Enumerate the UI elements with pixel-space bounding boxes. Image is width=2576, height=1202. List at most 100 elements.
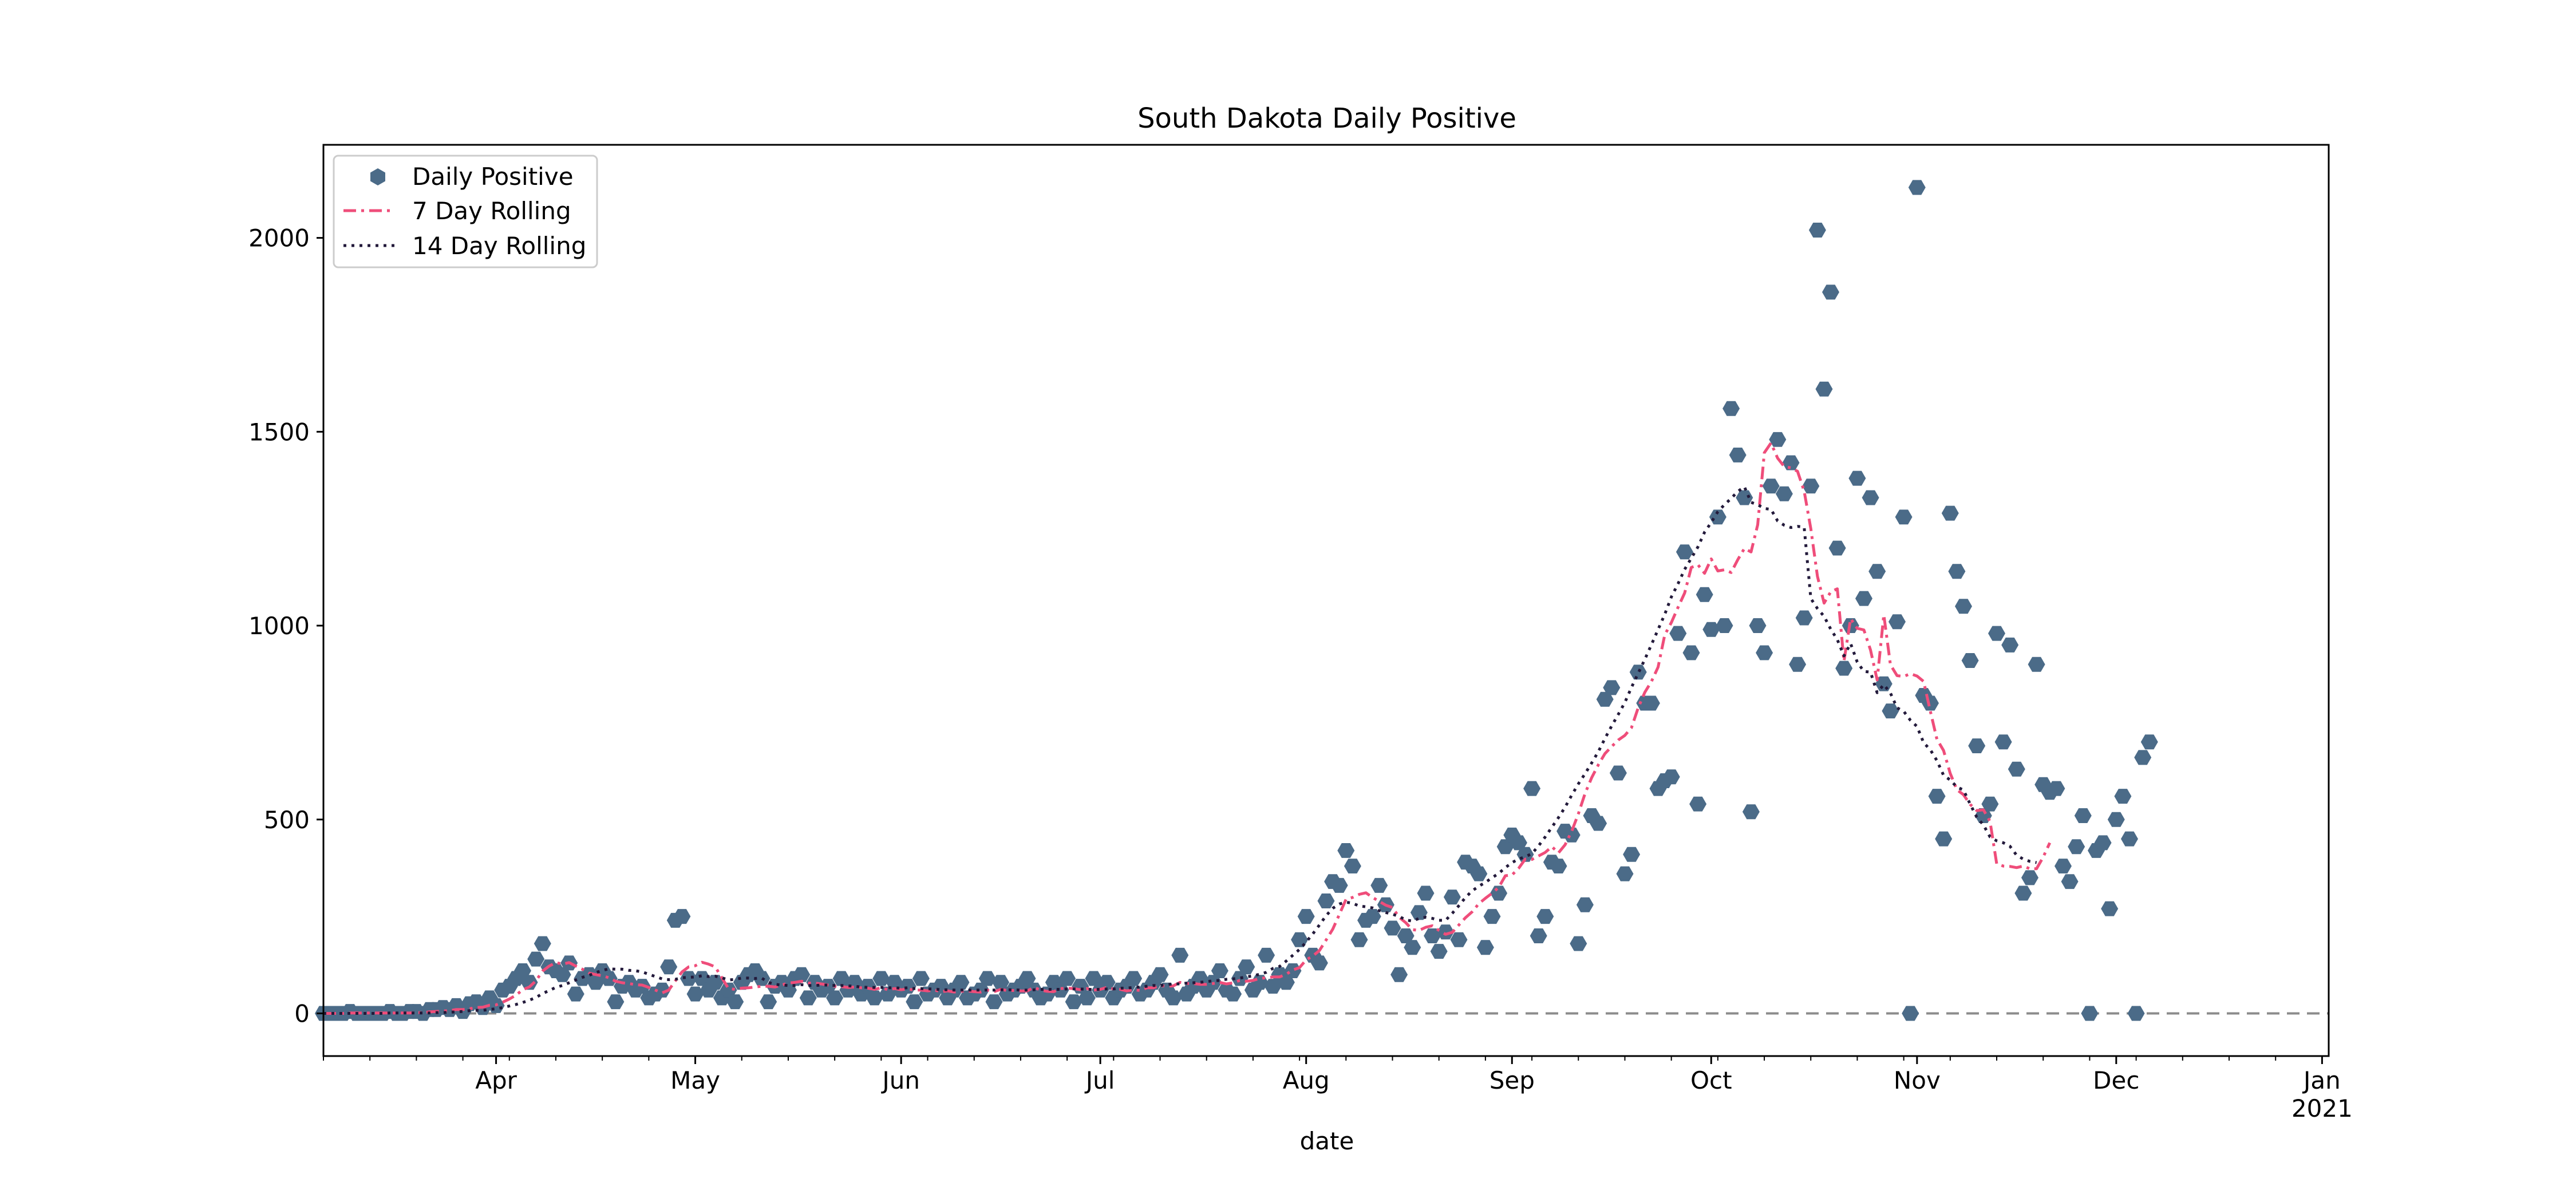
data-point-daily-positive [1590, 816, 1607, 831]
data-point-daily-positive [1676, 544, 1693, 560]
plot-area: 0 500 1000 1500 2000 Apr May Jun Jul Aug Sep Oct Nov… [248, 144, 2353, 1122]
data-point-daily-positive [1297, 909, 1315, 924]
data-point-daily-positive [1404, 940, 1421, 955]
y-tick-label: 500 [264, 806, 310, 834]
chart-title: South Dakota Daily Positive [1137, 102, 1516, 135]
data-point-daily-positive [1875, 676, 1893, 691]
data-point-daily-positive [686, 986, 704, 1002]
legend-marker-daily-positive [370, 168, 385, 185]
y-tick-label: 1000 [248, 612, 310, 640]
data-point-daily-positive [1895, 509, 1913, 525]
data-point-daily-positive [1702, 622, 1720, 637]
data-point-daily-positive [866, 990, 883, 1006]
data-point-daily-positive [1596, 691, 1614, 707]
x-tick-label: Nov [1894, 1066, 1941, 1094]
data-point-daily-positive [1616, 866, 1634, 881]
y-tick-label: 2000 [248, 224, 310, 252]
data-point-daily-positive [832, 971, 850, 986]
data-point-daily-positive [1317, 893, 1335, 908]
data-point-daily-positive [1550, 859, 1567, 873]
data-point-daily-positive [1749, 618, 1767, 633]
data-point-daily-positive [600, 971, 618, 986]
data-point-daily-positive [1476, 940, 1494, 955]
data-point-daily-positive [2068, 839, 2085, 855]
data-point-daily-positive [1098, 975, 1116, 990]
data-point-daily-positive [1384, 920, 1401, 936]
data-point-daily-positive [1696, 587, 1713, 602]
data-point-daily-positive [1258, 947, 1275, 963]
data-point-daily-positive [1828, 540, 1846, 556]
data-point-daily-positive [1344, 859, 1361, 873]
data-point-daily-positive [567, 986, 584, 1002]
data-point-daily-positive [1815, 381, 1833, 397]
data-point-daily-positive [2140, 734, 2158, 750]
data-point-daily-positive [1443, 889, 1461, 905]
data-point-daily-positive [2061, 874, 2079, 889]
data-point-daily-positive [1231, 971, 1249, 986]
data-point-daily-positive [1868, 564, 1886, 579]
data-point-daily-positive [1848, 470, 1866, 486]
data-point-daily-positive [1052, 982, 1069, 998]
data-point-daily-positive [906, 994, 923, 1010]
data-point-daily-positive [1277, 975, 1295, 990]
data-point-daily-positive [2014, 885, 2032, 901]
x-tick-label: Apr [475, 1066, 517, 1094]
data-point-daily-positive [2121, 831, 2138, 847]
data-point-daily-positive [1510, 835, 1527, 851]
x-axis-label: date [1300, 1127, 1354, 1155]
data-point-daily-positive [726, 994, 744, 1010]
data-point-daily-positive [1530, 928, 1547, 943]
data-point-daily-positive [1496, 839, 1514, 855]
data-point-daily-positive [1682, 645, 1700, 661]
data-point-daily-positive [1862, 490, 1879, 505]
data-point-daily-positive [1888, 614, 1906, 630]
data-point-daily-positive [1536, 909, 1554, 924]
data-point-daily-positive [1629, 665, 1647, 680]
data-point-daily-positive [587, 975, 605, 990]
data-point-daily-positive [673, 909, 691, 924]
data-point-daily-positive [1736, 490, 1753, 505]
data-point-daily-positive [760, 994, 777, 1010]
data-point-daily-positive [1085, 971, 1103, 986]
x-tick-label: Jan [2302, 1066, 2341, 1094]
x-tick-label: Jul [1084, 1066, 1115, 1094]
x-tick-label: May [670, 1066, 720, 1094]
data-point-daily-positive [1151, 967, 1169, 982]
data-point-daily-positive [912, 971, 930, 986]
data-point-daily-positive [2081, 1006, 2099, 1021]
data-point-daily-positive [793, 967, 811, 982]
data-point-daily-positive [780, 982, 797, 998]
data-point-daily-positive [2001, 637, 2019, 653]
data-point-daily-positive [2101, 901, 2119, 916]
data-point-daily-positive [554, 967, 571, 982]
data-point-daily-positive [1935, 831, 1953, 847]
data-point-daily-positive [1955, 599, 1972, 614]
data-point-daily-positive [607, 994, 625, 1010]
data-point-daily-positive [1968, 738, 1986, 753]
data-point-daily-positive [1224, 986, 1242, 1002]
data-point-daily-positive [1775, 486, 1793, 501]
data-point-daily-positive [1018, 971, 1036, 986]
data-point-daily-positive [978, 971, 996, 986]
data-point-daily-positive [1948, 564, 1966, 579]
y-tick-label: 1500 [248, 418, 310, 446]
data-point-daily-positive [514, 963, 531, 978]
plot-frame [322, 144, 2330, 1057]
data-point-daily-positive [972, 982, 990, 998]
data-point-daily-positive [1483, 909, 1501, 924]
data-point-daily-positive [1430, 944, 1448, 959]
data-point-daily-positive [1961, 653, 1979, 668]
data-point-daily-positive [1211, 963, 1228, 978]
data-point-daily-positive [1609, 765, 1627, 781]
data-point-daily-positive [534, 936, 551, 951]
data-point-daily-positive [520, 975, 538, 990]
data-point-daily-positive [2028, 657, 2045, 672]
data-point-daily-positive [1922, 695, 1939, 711]
data-point-daily-positive [1523, 781, 1541, 796]
data-point-daily-positive [2008, 761, 2025, 777]
data-point-daily-positive [1264, 979, 1282, 994]
data-point-daily-positive [1802, 479, 1820, 494]
data-point-daily-positive [1078, 990, 1096, 1006]
data-point-daily-positive [1364, 909, 1381, 924]
data-point-daily-positive [1397, 928, 1415, 943]
